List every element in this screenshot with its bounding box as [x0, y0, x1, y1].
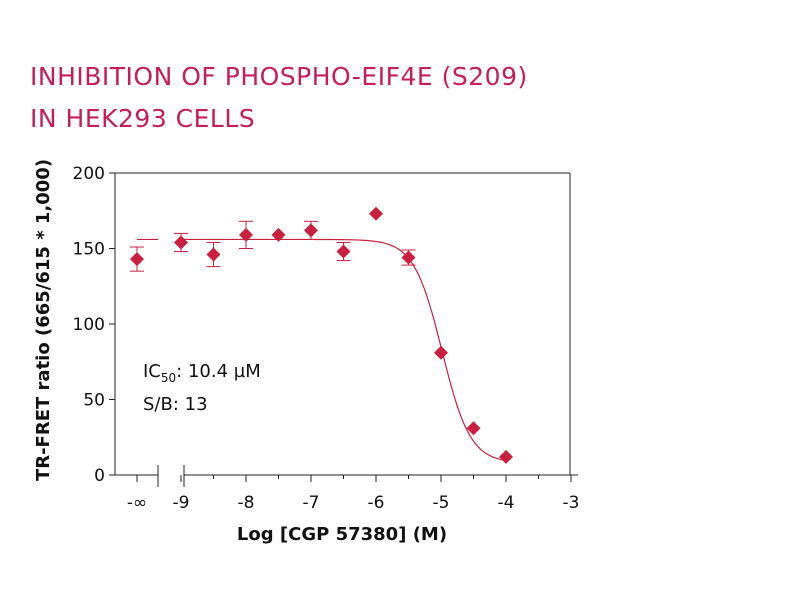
data-point	[239, 220, 253, 249]
data-point	[206, 241, 221, 268]
x-axis-label: Log [CGP 57380] (M)	[237, 524, 447, 545]
data-point	[466, 421, 481, 436]
data-point	[174, 232, 188, 253]
x-tick-label: -6	[368, 493, 385, 513]
diamond-marker	[466, 421, 481, 436]
ic50-value: : 10.4 µM	[176, 361, 261, 382]
data-point	[304, 220, 318, 240]
sb-annotation: S/B: 13	[143, 394, 208, 415]
diamond-marker	[336, 244, 351, 259]
fit-curve-layer	[137, 238, 507, 462]
data-point	[434, 345, 448, 360]
x-tick-label: -8	[238, 493, 255, 513]
diamond-marker	[499, 449, 513, 464]
diamond-marker	[401, 250, 416, 265]
y-tick-label: 0	[94, 466, 105, 486]
data-point	[499, 449, 513, 464]
diamond-marker	[130, 252, 144, 267]
diamond-marker	[174, 235, 188, 250]
x-tick-label: -∞	[127, 493, 147, 513]
data-point	[336, 241, 351, 262]
ic50-annotation: IC50: 10.4 µM	[143, 361, 261, 385]
data-point	[369, 206, 383, 221]
y-tick-label: 100	[73, 315, 105, 335]
diamond-marker	[369, 206, 383, 221]
x-tick-label: -3	[563, 493, 580, 513]
diamond-marker	[206, 247, 221, 262]
plot-frame	[114, 172, 578, 487]
y-axis-label: TR-FRET ratio (665/615 * 1,000)	[33, 159, 54, 481]
y-tick-label: 200	[73, 164, 105, 184]
chart-title-line-2: IN HEK293 CELLS	[30, 104, 256, 133]
ic50-label: IC	[143, 361, 161, 382]
tick-layer: 0 50 100 150 200 -∞ -9 -8 -7 -6 -5 -4 -3	[73, 164, 580, 513]
x-tick-label: -4	[498, 493, 515, 513]
x-tick-label: -7	[303, 493, 320, 513]
data-point	[130, 246, 144, 272]
y-tick-label: 150	[73, 240, 105, 260]
ic50-subscript: 50	[161, 371, 176, 385]
data-point	[271, 227, 286, 242]
fit-curve	[181, 238, 507, 462]
x-tick-label: -9	[173, 493, 190, 513]
diamond-marker	[271, 227, 286, 242]
data-points-layer	[130, 206, 513, 464]
diamond-marker	[304, 223, 318, 238]
diamond-marker	[434, 345, 448, 360]
x-tick-label: -5	[433, 493, 450, 513]
y-tick-label: 50	[83, 391, 105, 411]
chart-title-line-1: INHIBITION OF PHOSPHO-EIF4E (S209)	[30, 62, 528, 91]
diamond-marker	[239, 227, 253, 242]
data-point	[401, 249, 416, 266]
